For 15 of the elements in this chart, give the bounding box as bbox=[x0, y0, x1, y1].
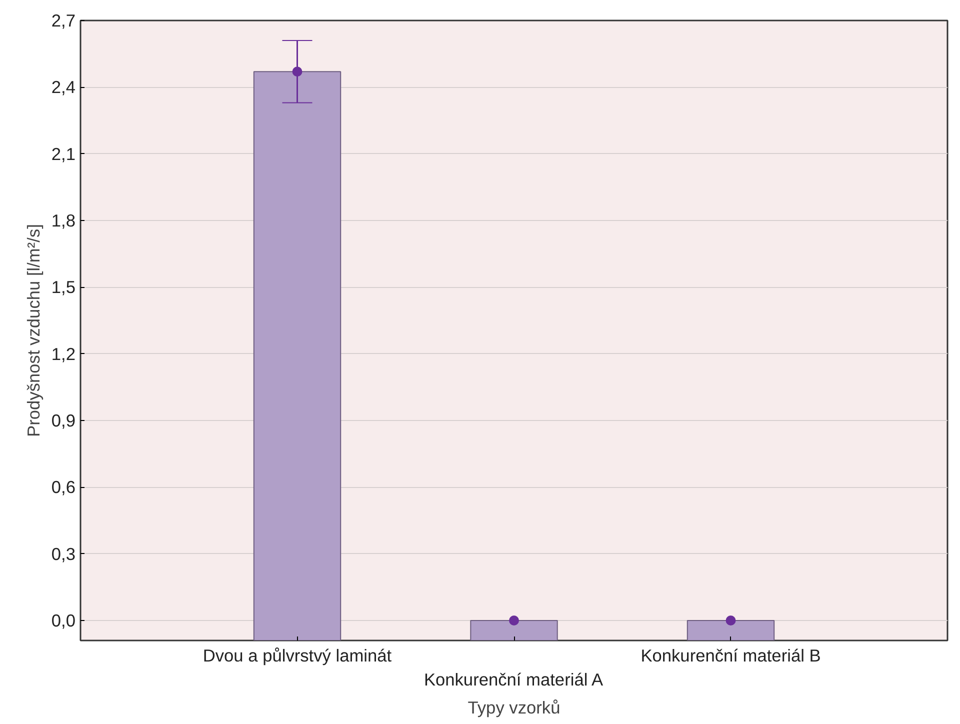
x-tick-label: Konkurenční materiál A bbox=[424, 670, 604, 690]
x-tick-label: Konkurenční materiál B bbox=[640, 646, 821, 666]
y-tick-label: 2,4 bbox=[51, 77, 76, 98]
y-tick-label: 0,9 bbox=[51, 410, 76, 430]
y-tick-label: 2,7 bbox=[51, 10, 76, 30]
y-tick-label: 2,1 bbox=[51, 144, 76, 164]
y-tick-label: 0,0 bbox=[51, 610, 76, 630]
x-tick-label: Dvou a půlvrstvý laminát bbox=[202, 646, 392, 666]
y-axis-title: Prodyšnost vzduchu [l/m²/s] bbox=[23, 224, 44, 437]
y-tick-label: 0,3 bbox=[51, 544, 76, 564]
y-tick-label: 1,5 bbox=[51, 277, 76, 298]
y-tick-label: 1,8 bbox=[51, 210, 76, 230]
y-tick-label: 0,6 bbox=[51, 477, 76, 498]
y-tick-label: 1,2 bbox=[51, 344, 76, 364]
x-axis-title: Typy vzorků bbox=[468, 698, 560, 718]
